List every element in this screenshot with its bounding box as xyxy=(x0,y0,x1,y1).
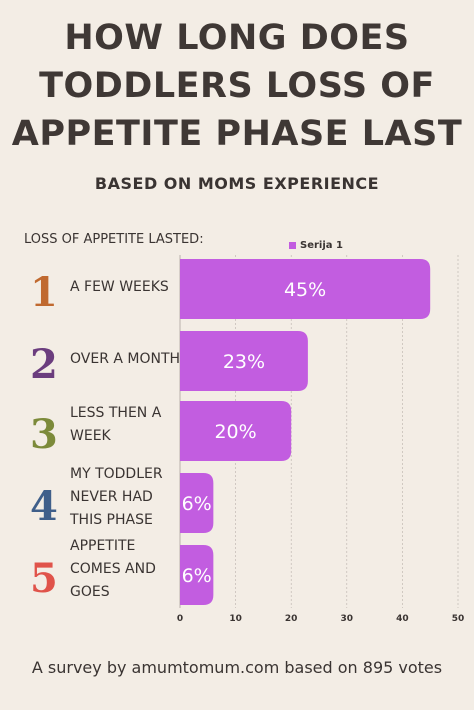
category-label-line: THIS PHASE xyxy=(70,511,153,528)
category-rank-number: 3 xyxy=(30,411,58,458)
x-tick-label: 30 xyxy=(341,614,354,624)
x-tick-label: 0 xyxy=(177,614,183,624)
x-tick-label: 40 xyxy=(396,614,409,624)
x-tick-label: 10 xyxy=(229,614,242,624)
category-rank-number: 1 xyxy=(30,269,58,316)
bar xyxy=(180,259,431,319)
category-label-line: LESS THEN A xyxy=(70,405,162,421)
bar-value-label: 6% xyxy=(182,493,212,515)
category-rank-number: 2 xyxy=(30,341,58,388)
bar xyxy=(180,401,292,461)
bar-value-label: 45% xyxy=(284,279,326,301)
category-rank-number: 5 xyxy=(30,555,58,602)
category-label-line: A FEW WEEKS xyxy=(70,278,169,295)
bar xyxy=(180,473,214,533)
category-label-line: NEVER HAD xyxy=(70,488,153,505)
title-line-1: HOW LONG DOES xyxy=(64,18,410,58)
title-line-3: APPETITE PHASE LAST xyxy=(11,114,463,154)
footer-note: A survey by amumtomum.com based on 895 v… xyxy=(31,658,443,677)
category-label: LESS THEN A WEEK xyxy=(70,402,182,448)
bar xyxy=(180,545,214,605)
legend: Serija 1 xyxy=(289,240,343,251)
title-line-2: TODDLERS LOSS OF xyxy=(39,66,435,106)
category-label: OVER A MONTH xyxy=(70,348,182,371)
bar xyxy=(180,331,308,391)
x-tick-label: 20 xyxy=(285,614,298,624)
category-label-line: COMES AND xyxy=(70,560,156,577)
category-label-line: WEEK xyxy=(70,428,111,444)
bar-value-label: 23% xyxy=(223,351,265,373)
category-label: MY TODDLER NEVER HAD THIS PHASE xyxy=(70,463,182,532)
x-tick-label: 50 xyxy=(452,614,465,624)
section-label: LOSS OF APPETITE LASTED: xyxy=(24,232,204,247)
bar-value-label: 20% xyxy=(214,421,256,443)
category-label-line: GOES xyxy=(70,583,110,600)
legend-swatch xyxy=(289,242,296,249)
category-label-line: APPETITE xyxy=(70,537,136,554)
category-label: A FEW WEEKS xyxy=(70,276,182,299)
legend-label: Serija 1 xyxy=(300,240,343,251)
category-label-line: MY TODDLER xyxy=(70,465,163,482)
chart-subtitle: BASED ON MOMS EXPERIENCE xyxy=(94,174,380,193)
category-rank-number: 4 xyxy=(30,483,58,530)
category-label: APPETITE COMES AND GOES xyxy=(70,535,182,604)
bar-value-label: 6% xyxy=(182,565,212,587)
chart-title: HOW LONG DOES TODDLERS LOSS OF APPETITE … xyxy=(0,14,474,158)
category-label-line: OVER A MONTH xyxy=(70,350,181,367)
